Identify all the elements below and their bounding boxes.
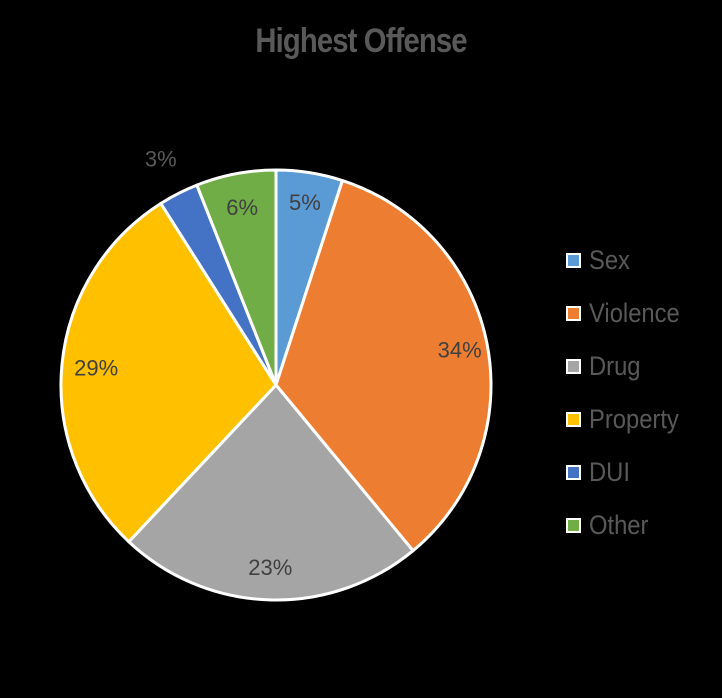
legend-swatch [566,306,581,321]
legend-swatch [566,253,581,268]
pie-slice-violence [274,179,493,553]
legend-item-drug: Drug [566,340,692,393]
legend-item-dui: DUI [566,446,692,499]
legend-label: Property [589,404,679,434]
slice-label-other: 6% [226,195,258,220]
legend-swatch [566,412,581,427]
slice-label-dui: 3% [145,147,177,172]
slice-label-sex: 5% [289,190,321,215]
slice-label-property: 29% [74,356,118,381]
legend-label: DUI [589,457,630,487]
legend-item-property: Property [566,393,692,446]
pie-slice-drug [127,383,415,602]
chart-title: Highest Offense [255,22,467,60]
legend-label: Violence [589,298,680,328]
legend-label: Other [589,510,649,540]
slice-label-violence: 34% [438,338,482,363]
legend-item-other: Other [566,499,692,552]
legend-swatch [566,359,581,374]
legend-item-sex: Sex [566,234,692,287]
legend-label: Sex [589,245,630,275]
legend-item-violence: Violence [566,287,692,340]
legend-swatch [566,518,581,533]
pie-slice-property [59,201,278,544]
legend: Sex Violence Drug Property DUI Other [566,234,692,552]
pie-slice-other [195,168,278,387]
legend-swatch [566,465,581,480]
pie-slices [59,168,493,602]
legend-label: Drug [589,351,641,381]
slice-labels: 5% 34% 23% 29% 3% 6% [74,147,482,581]
slice-label-drug: 23% [248,555,292,580]
